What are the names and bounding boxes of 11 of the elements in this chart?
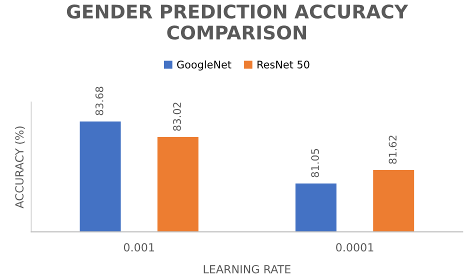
x-tick-label: 0.0001	[336, 243, 374, 252]
data-label: 83.02	[173, 102, 181, 131]
legend-label: ResNet 50	[258, 60, 310, 68]
data-label: 83.68	[95, 86, 104, 116]
legend-label: GoogleNet	[177, 60, 232, 71]
x-tick-label: 0.001	[124, 243, 154, 252]
data-label: 81.05	[311, 149, 319, 178]
x-axis-title: LEARNING RATE	[204, 265, 290, 274]
y-axis-title: ACCURACY (%)	[14, 126, 25, 208]
chart-title: GENDER PREDICTION ACCURACY COMPARISON	[66, 4, 408, 40]
data-label: 81.62	[388, 136, 397, 164]
